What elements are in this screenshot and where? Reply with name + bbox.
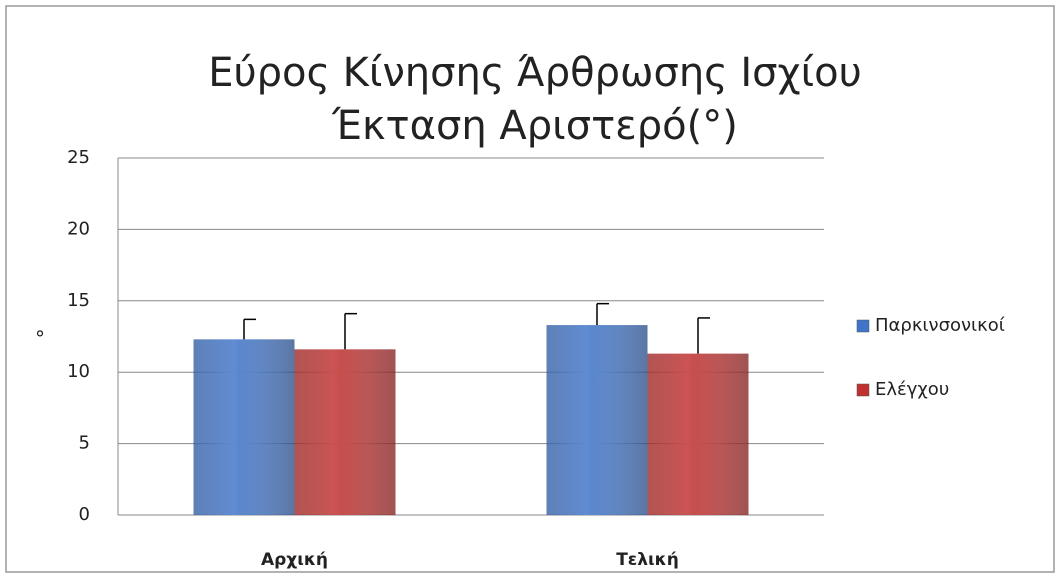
legend-swatch <box>856 319 870 333</box>
error-bar <box>697 317 710 354</box>
y-tick-label: 15 <box>67 290 90 311</box>
y-tick-label: 0 <box>79 504 90 525</box>
y-tick-label: 20 <box>67 218 90 239</box>
legend-label: Παρκινσονικοί <box>875 315 1005 336</box>
x-tick-label: Τελική <box>616 550 679 570</box>
chart-border <box>5 5 1055 573</box>
y-axis-label: ° <box>35 327 45 351</box>
legend-label: Ελέγχου <box>875 379 949 400</box>
bar-shade <box>294 349 396 515</box>
bar-shade <box>193 339 295 515</box>
chart-title: Εύρος Κίνησης Άρθρωσης Ισχίου <box>208 50 862 96</box>
error-bar <box>243 318 256 340</box>
legend-swatch <box>856 383 870 397</box>
error-bar <box>596 302 609 326</box>
y-tick-label: 5 <box>79 433 90 454</box>
y-tick-label: 25 <box>67 147 90 168</box>
bar-shade <box>546 325 648 515</box>
error-bar <box>344 312 357 350</box>
y-tick-label: 10 <box>67 361 90 382</box>
chart-title: Έκταση Αριστερό(°) <box>331 103 738 149</box>
x-tick-label: Αρχική <box>261 550 328 570</box>
bar-shade <box>647 353 749 515</box>
